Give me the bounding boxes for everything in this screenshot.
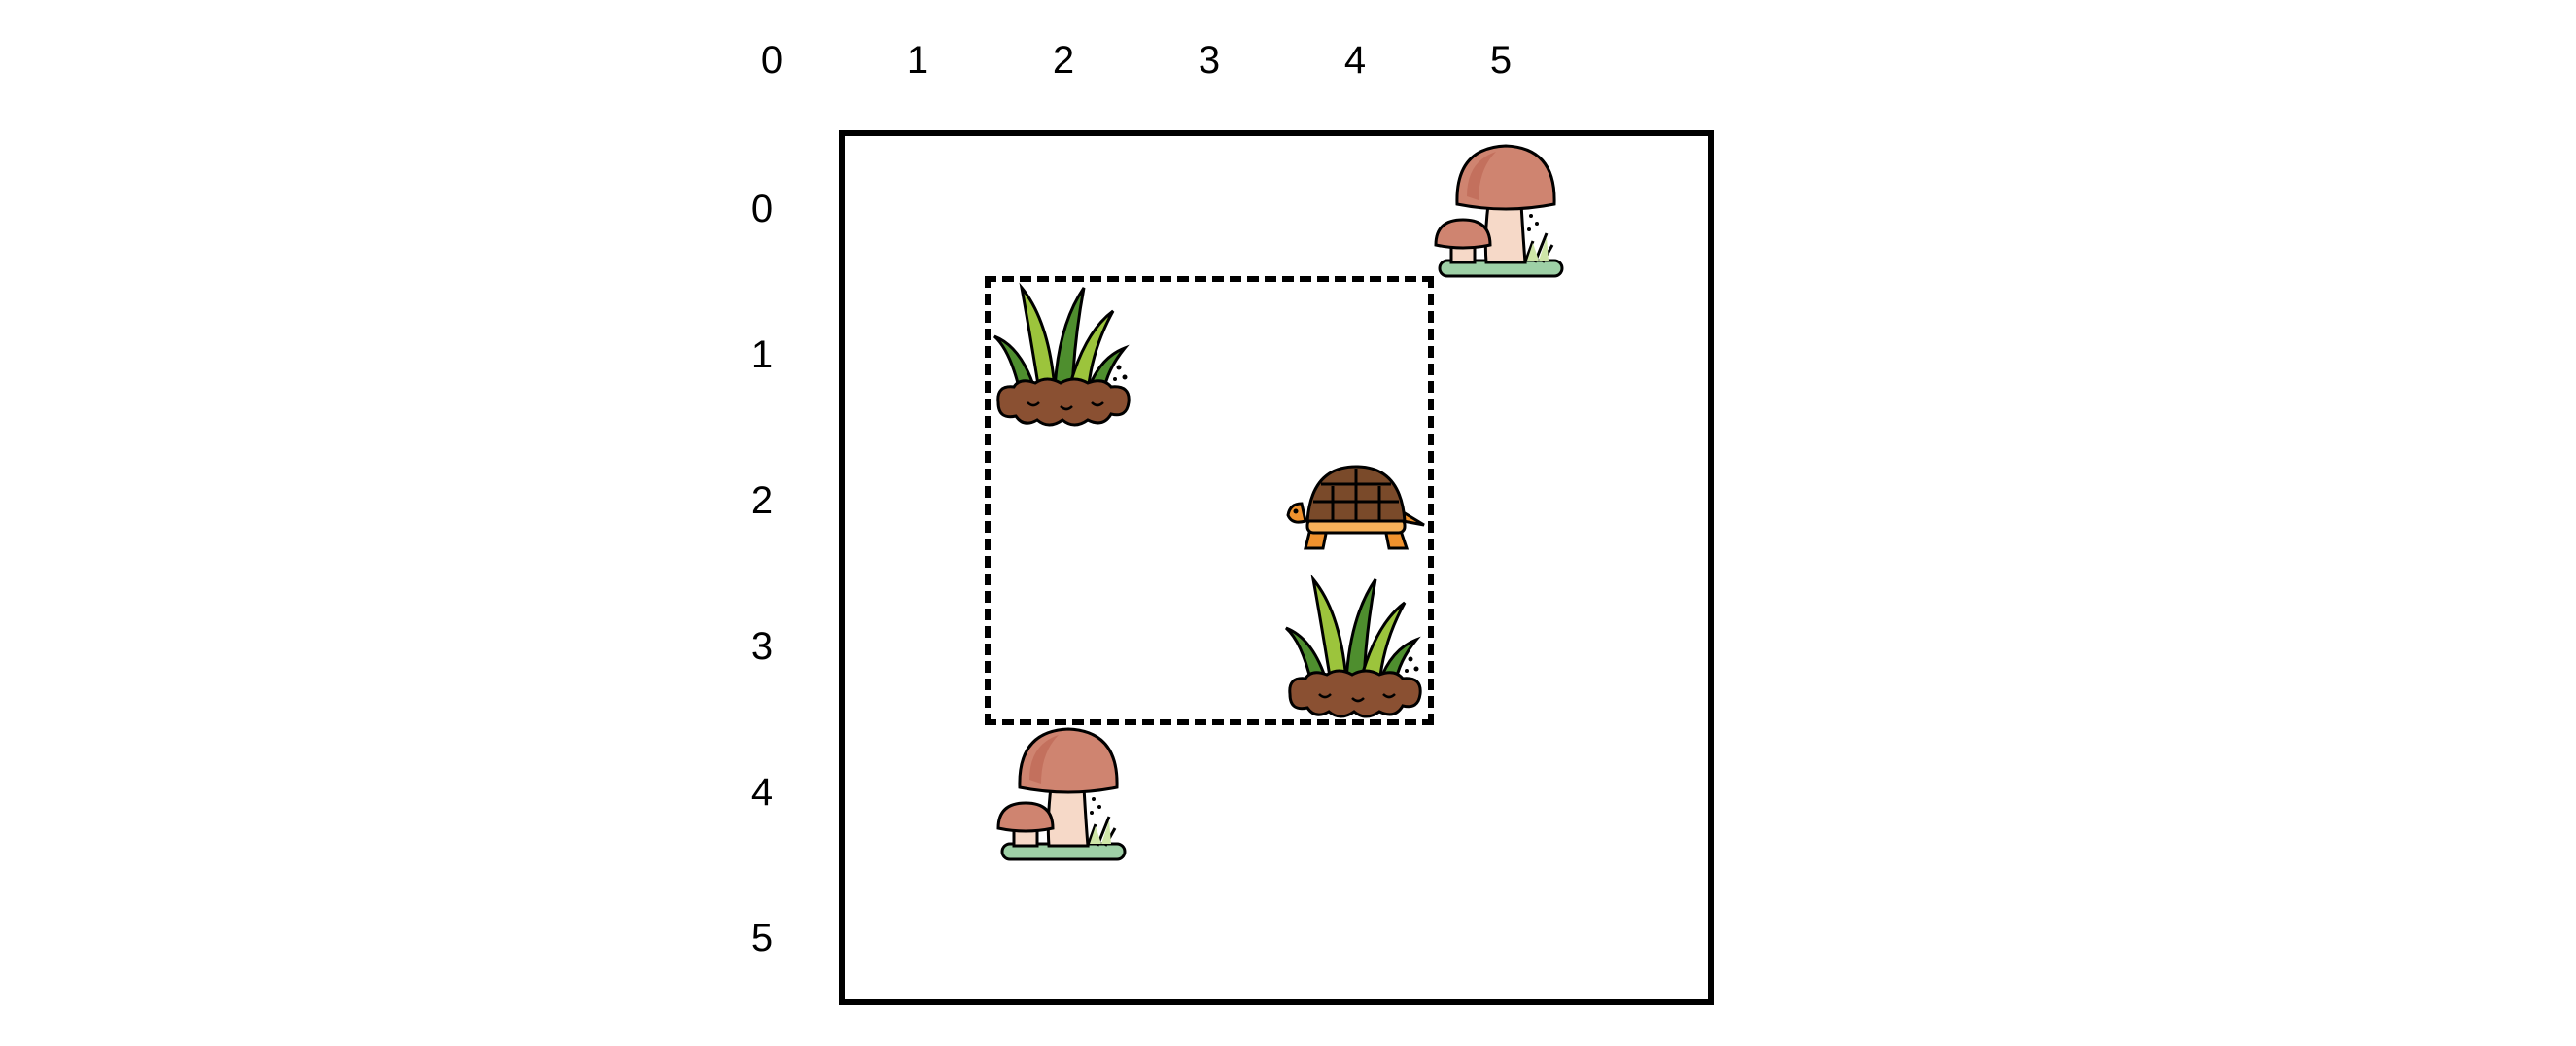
grass-icon [1282,574,1428,719]
game-board [839,130,1714,1005]
row-label: 2 [750,479,774,522]
row-label: 1 [750,333,774,376]
turtle-icon [1282,428,1428,574]
column-label: 2 [1052,39,1075,82]
selection-region [985,276,1434,725]
row-label: 0 [750,188,774,230]
row-label: 4 [750,771,774,814]
mushroom-icon [991,719,1136,865]
mushroom-icon [1428,136,1574,282]
row-label: 3 [750,625,774,668]
column-label: 4 [1343,39,1367,82]
column-label: 5 [1489,39,1513,82]
grass-icon [991,282,1136,428]
column-label: 3 [1198,39,1221,82]
column-label: 1 [906,39,929,82]
column-label: 0 [760,39,783,82]
row-label: 5 [750,917,774,959]
